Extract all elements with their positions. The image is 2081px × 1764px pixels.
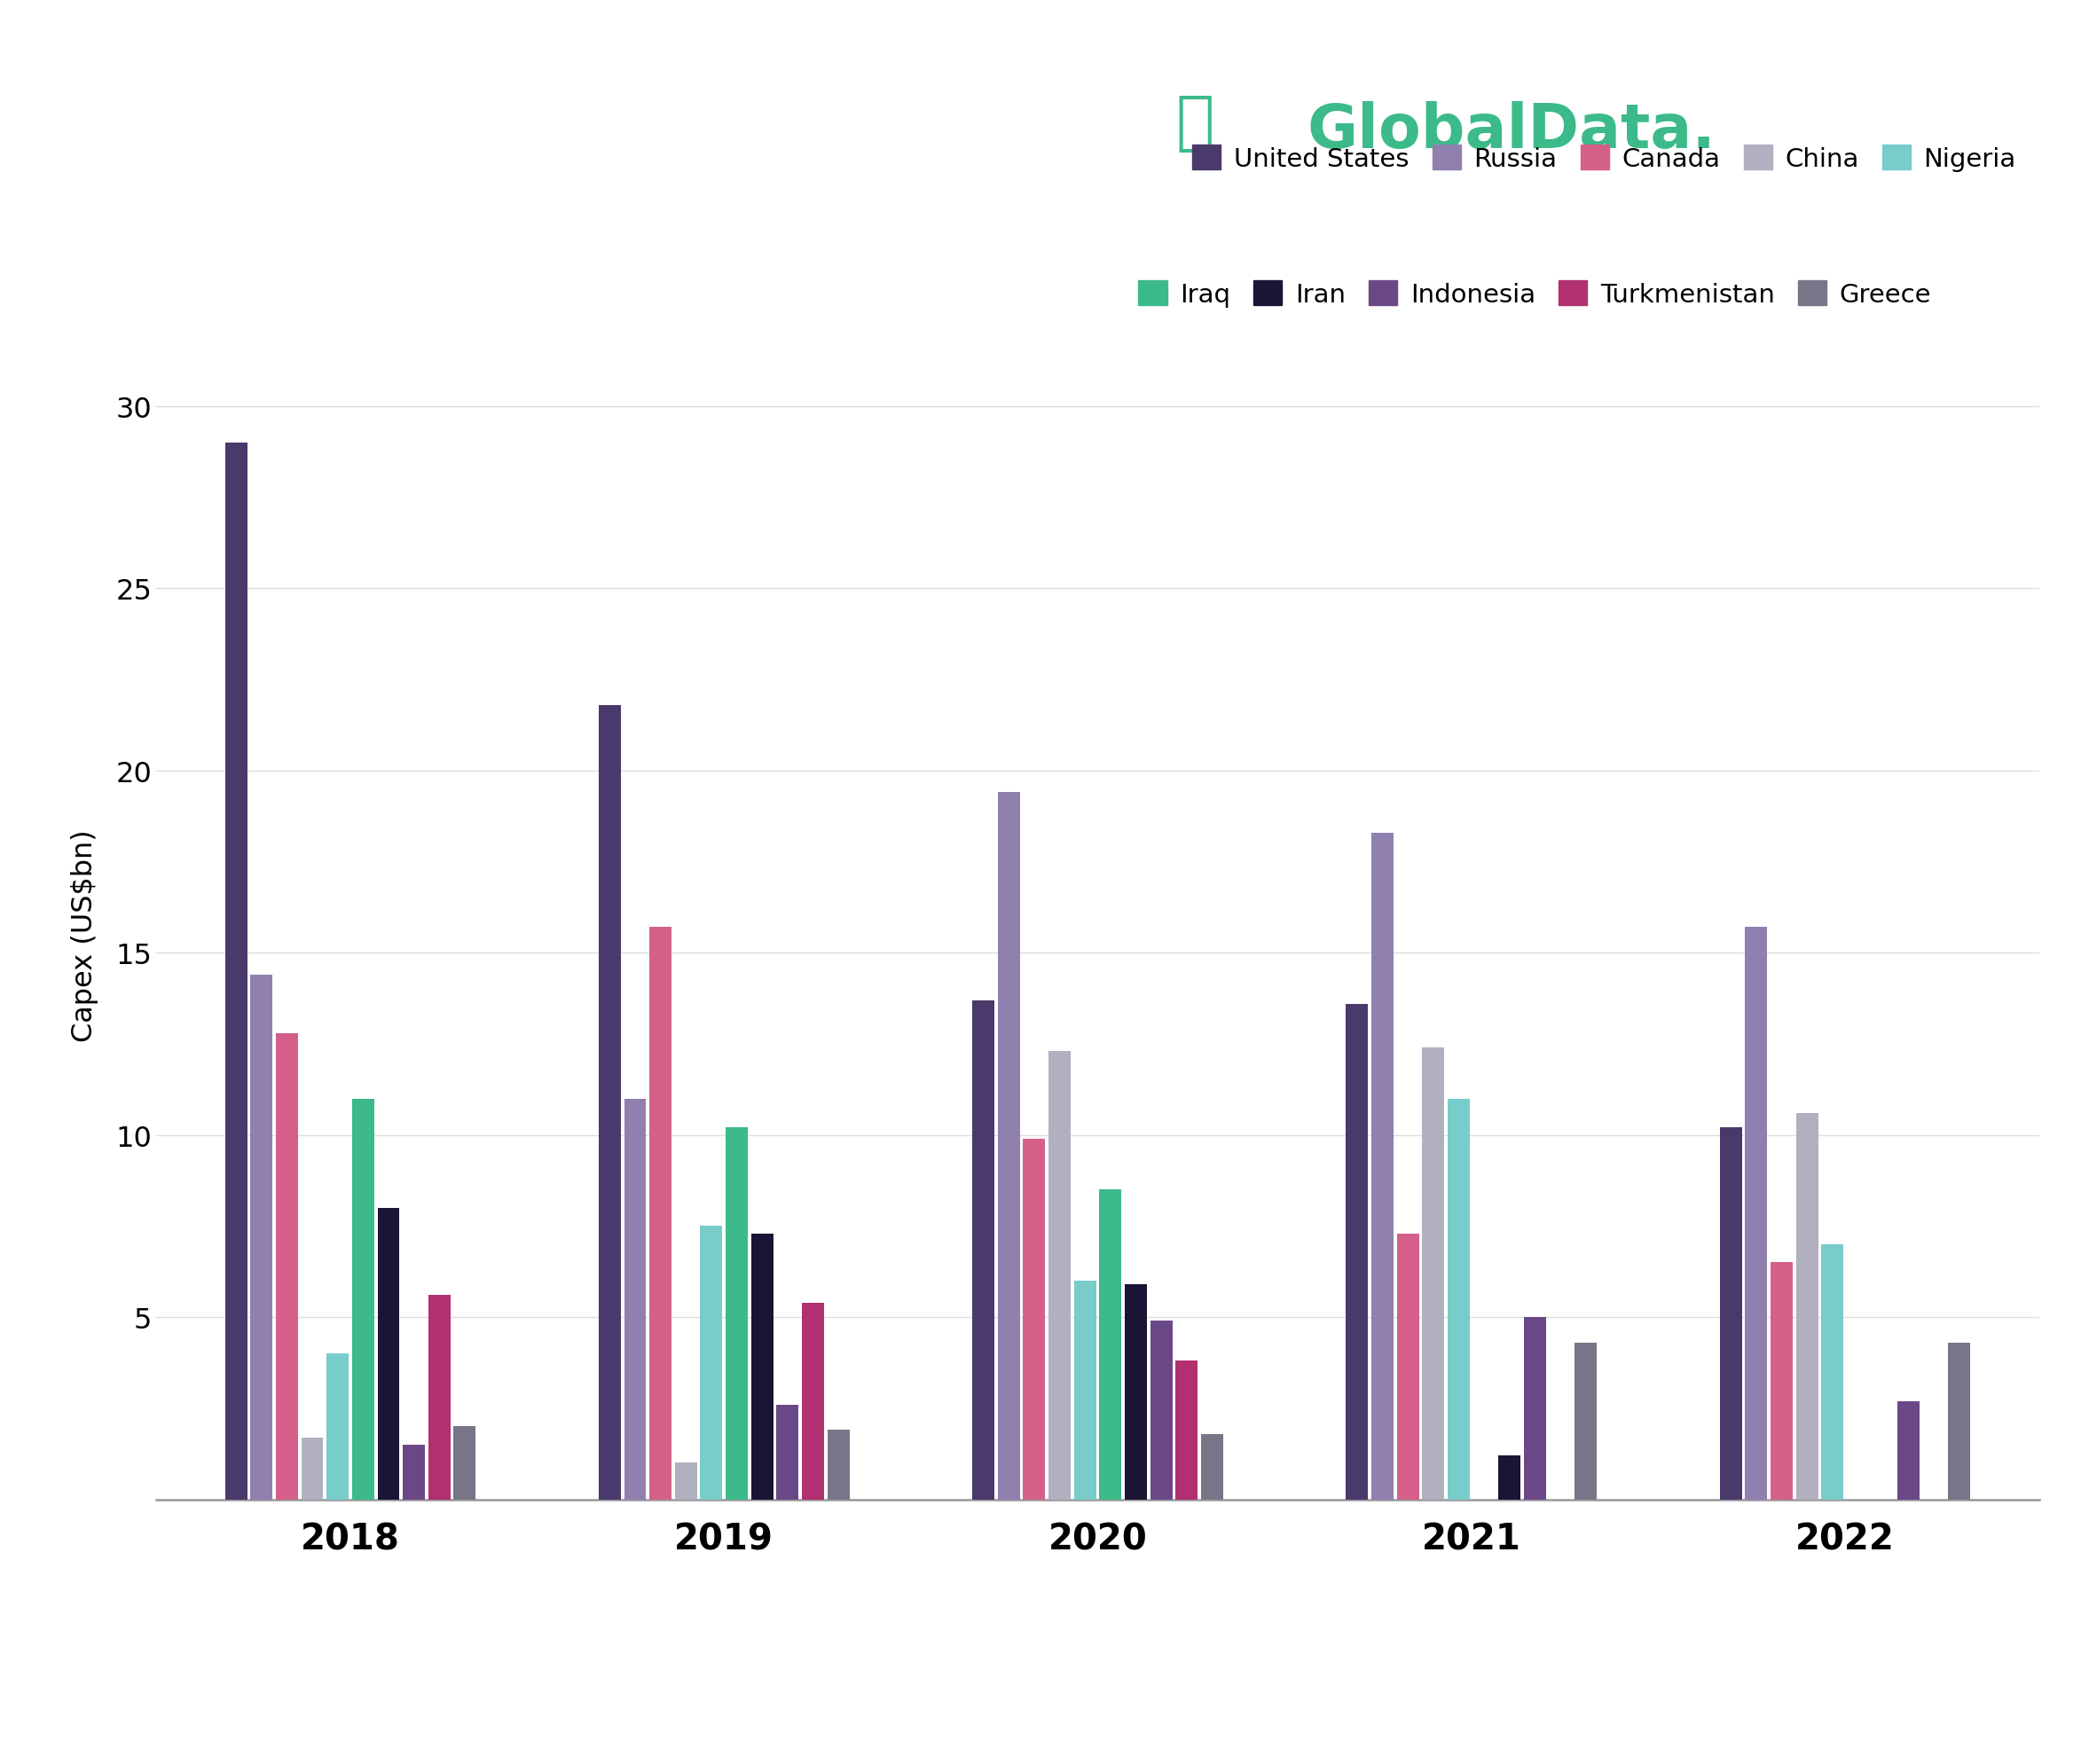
Bar — [1719, 1127, 1742, 1499]
Bar — [404, 1445, 425, 1499]
Bar — [1898, 1401, 1919, 1499]
Bar — [972, 1000, 995, 1499]
Bar — [1126, 1284, 1147, 1499]
Bar — [1421, 1048, 1444, 1499]
Bar — [1099, 1191, 1122, 1499]
Bar — [726, 1127, 747, 1499]
Bar — [302, 1438, 323, 1499]
Bar — [277, 1034, 298, 1499]
Bar — [1948, 1342, 1971, 1499]
Bar — [828, 1431, 849, 1499]
Text: Annual capex outlook for planned
pipelines by country, (US$bn),
2018–2022: Annual capex outlook for planned pipelin… — [46, 81, 726, 219]
Bar — [1448, 1099, 1469, 1499]
Bar — [599, 706, 620, 1499]
Bar — [377, 1208, 400, 1499]
Bar — [1176, 1362, 1199, 1499]
Text: ⓘ: ⓘ — [1176, 93, 1213, 155]
Bar — [1346, 1004, 1367, 1499]
Bar — [1396, 1233, 1419, 1499]
Bar — [250, 975, 273, 1499]
Bar — [1575, 1342, 1596, 1499]
Bar — [1024, 1140, 1045, 1499]
Bar — [429, 1295, 449, 1499]
Bar — [352, 1099, 375, 1499]
Bar — [1049, 1051, 1070, 1499]
Bar — [776, 1404, 799, 1499]
Bar — [1151, 1321, 1172, 1499]
Legend: Iraq, Iran, Indonesia, Turkmenistan, Greece: Iraq, Iran, Indonesia, Turkmenistan, Gre… — [1128, 270, 1942, 318]
Bar — [1074, 1281, 1097, 1499]
Y-axis label: Capex (US$bn): Capex (US$bn) — [71, 829, 98, 1041]
Bar — [801, 1304, 824, 1499]
Bar — [1771, 1263, 1792, 1499]
Bar — [225, 443, 248, 1499]
Bar — [674, 1462, 697, 1499]
Bar — [327, 1353, 350, 1499]
Bar — [751, 1233, 774, 1499]
Bar — [454, 1427, 477, 1499]
Text: GlobalData.: GlobalData. — [1307, 101, 1715, 161]
Bar — [701, 1226, 722, 1499]
Bar — [1523, 1318, 1546, 1499]
Bar — [1821, 1244, 1844, 1499]
Bar — [1201, 1434, 1224, 1499]
Bar — [1498, 1455, 1521, 1499]
Bar — [624, 1099, 647, 1499]
Bar — [997, 792, 1020, 1499]
Bar — [1746, 928, 1767, 1499]
Text: Source: GlobalData, 2018: Source: GlobalData, 2018 — [46, 1662, 614, 1699]
Bar — [1371, 833, 1394, 1499]
Bar — [1796, 1113, 1819, 1499]
Bar — [649, 928, 672, 1499]
